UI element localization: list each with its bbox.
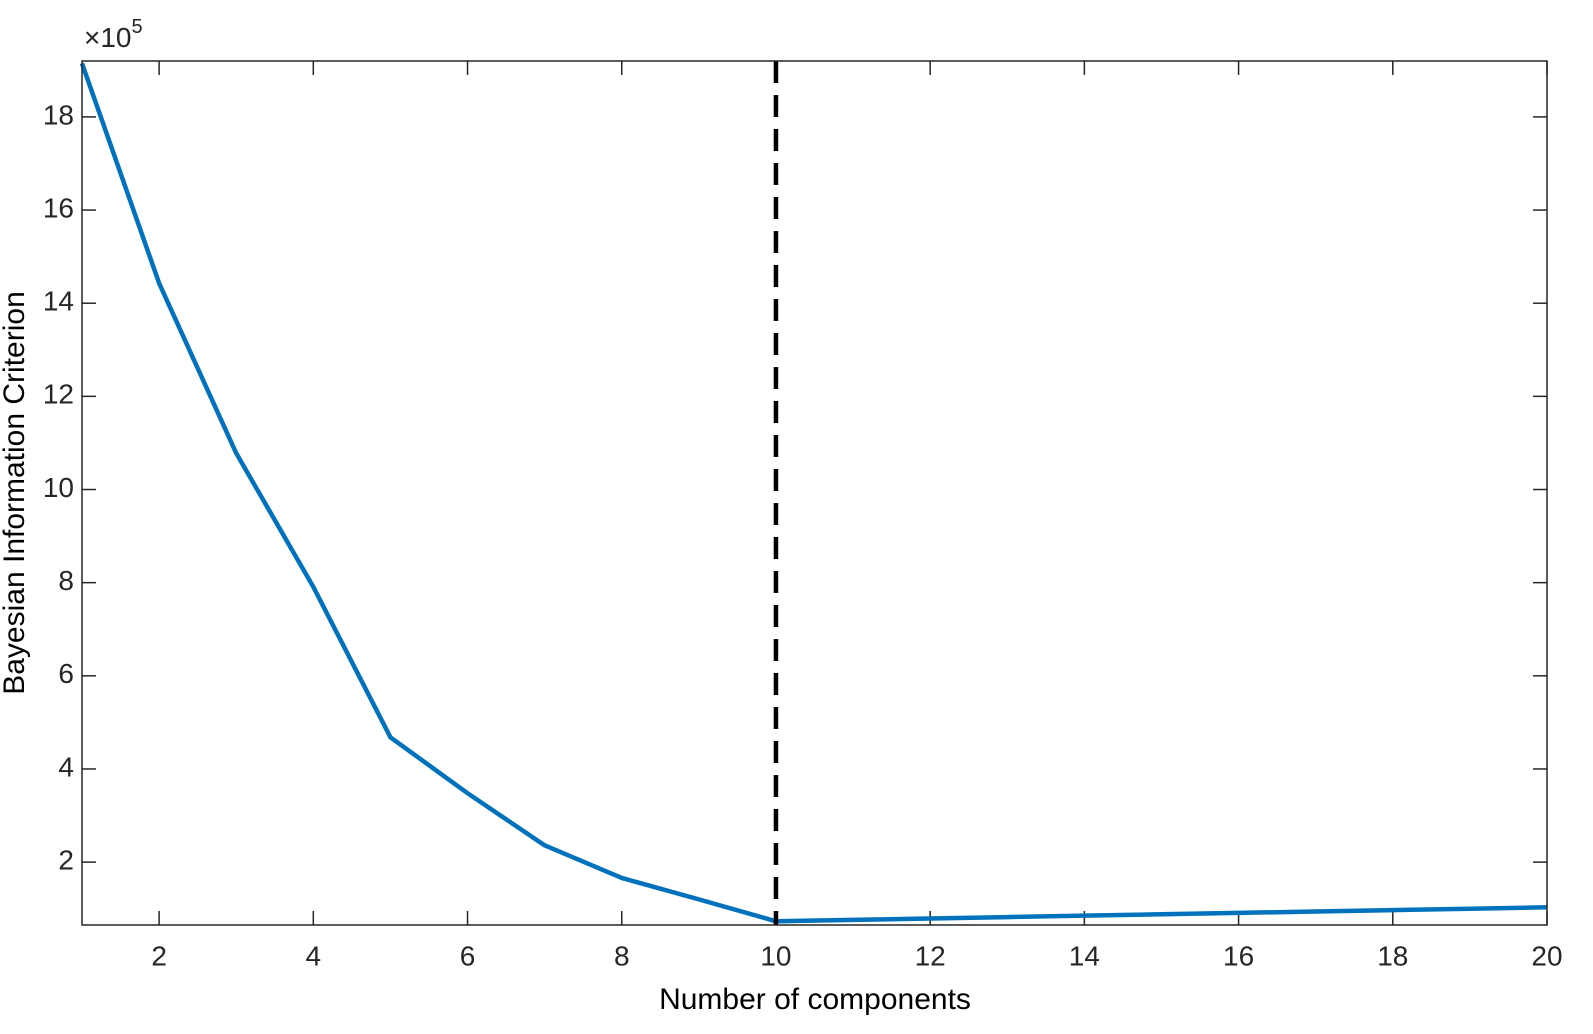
y-tick-label: 16 (43, 192, 74, 223)
y-tick-label: 18 (43, 99, 74, 130)
x-tick-label: 14 (1069, 940, 1100, 971)
plot-frame (81, 60, 1548, 926)
x-tick-label: 2 (151, 940, 167, 971)
y-multiplier-base: ×10 (84, 22, 132, 53)
x-tick-label: 16 (1223, 940, 1254, 971)
x-tick-label: 12 (915, 940, 946, 971)
x-tick-label: 8 (614, 940, 630, 971)
y-tick-label: 10 (43, 472, 74, 503)
y-tick-label: 8 (58, 565, 74, 596)
y-tick-label: 12 (43, 379, 74, 410)
y-tick-label: 6 (58, 658, 74, 689)
x-tick-label: 10 (760, 940, 791, 971)
x-tick-label: 6 (460, 940, 476, 971)
x-tick-label: 20 (1531, 940, 1562, 971)
line-series (79, 62, 1548, 924)
x-tick-label: 4 (306, 940, 322, 971)
y-tick-label: 4 (58, 751, 74, 782)
y-multiplier: ×105 (84, 16, 143, 53)
y-multiplier-exponent: 5 (132, 16, 143, 38)
x-axis-label: Number of components (659, 983, 971, 1016)
y-tick-label: 2 (58, 845, 74, 876)
y-tick-label: 14 (43, 286, 74, 317)
x-tick-label: 18 (1377, 940, 1408, 971)
y-axis-label: Bayesian Information Criterion (0, 291, 31, 695)
